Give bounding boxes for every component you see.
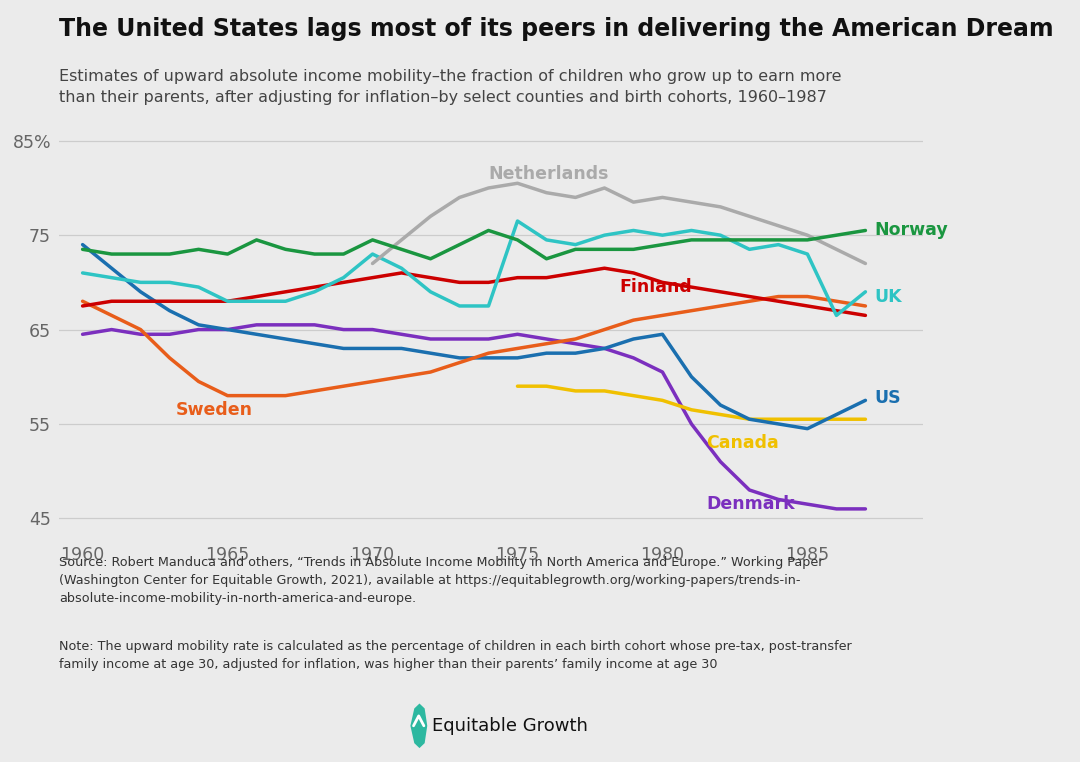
Text: UK: UK bbox=[874, 287, 902, 306]
Text: Finland: Finland bbox=[619, 278, 691, 296]
Text: US: US bbox=[874, 389, 901, 406]
Text: Denmark: Denmark bbox=[706, 495, 795, 513]
Text: Equitable Growth: Equitable Growth bbox=[432, 717, 589, 735]
Text: The United States lags most of its peers in delivering the American Dream: The United States lags most of its peers… bbox=[59, 17, 1054, 40]
Text: Canada: Canada bbox=[706, 434, 779, 452]
Text: Source: Robert Manduca and others, “Trends in Absolute Income Mobility in North : Source: Robert Manduca and others, “Tren… bbox=[59, 556, 824, 605]
Text: Netherlands: Netherlands bbox=[488, 165, 609, 183]
Text: Sweden: Sweden bbox=[175, 401, 253, 419]
Text: Norway: Norway bbox=[874, 222, 948, 239]
Text: Estimates of upward absolute income mobility–the fraction of children who grow u: Estimates of upward absolute income mobi… bbox=[59, 69, 842, 105]
Text: Note: The upward mobility rate is calculated as the percentage of children in ea: Note: The upward mobility rate is calcul… bbox=[59, 640, 852, 671]
Polygon shape bbox=[410, 703, 428, 748]
